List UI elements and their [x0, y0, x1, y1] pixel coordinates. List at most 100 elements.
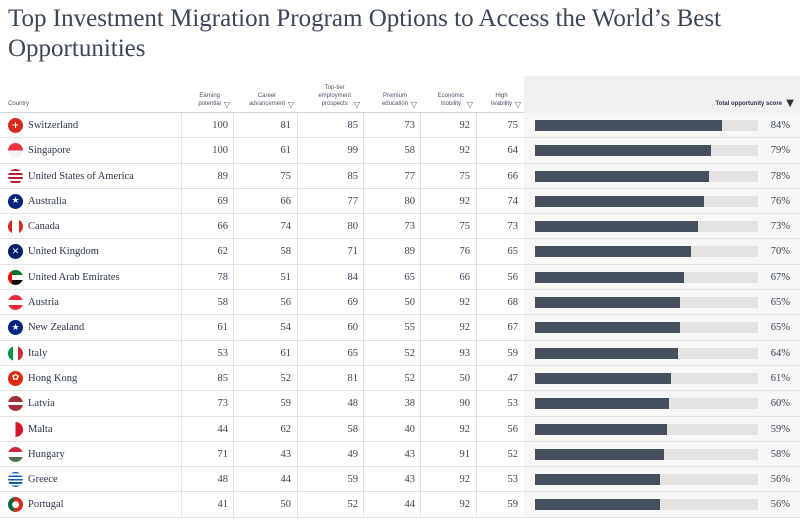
hungary-flag-icon — [8, 446, 23, 462]
sort-icon[interactable]: ▽ — [466, 100, 473, 109]
score-bar-fill — [535, 499, 660, 511]
sort-icon[interactable]: ▽ — [514, 100, 521, 109]
column-divider — [297, 391, 298, 416]
employment-value: 99 — [347, 145, 359, 157]
employment-value: 81 — [347, 372, 359, 384]
table-row[interactable]: Malta 44 62 58 40 92 56 59% — [0, 416, 800, 442]
header-economic-mobility[interactable]: Economic mobility ▽ — [437, 93, 473, 109]
header-high-livability[interactable]: High livability ▽ — [490, 93, 521, 109]
livability-value: 68 — [507, 297, 519, 309]
score-bar-track — [535, 474, 758, 486]
employment-value: 48 — [347, 398, 359, 410]
column-divider — [297, 239, 298, 264]
mobility-value: 50 — [459, 372, 471, 384]
sort-icon[interactable]: ▽ — [287, 100, 294, 109]
country-name: Latvia — [28, 398, 55, 410]
education-value: 50 — [404, 297, 416, 309]
table-row[interactable]: Greece 48 44 59 43 92 53 56% — [0, 467, 800, 493]
career-value: 44 — [280, 474, 292, 486]
column-divider — [297, 214, 298, 239]
education-value: 40 — [404, 423, 416, 435]
column-divider — [233, 188, 234, 214]
education-value: 77 — [404, 170, 416, 182]
table-row[interactable]: ● Portugal 41 50 52 44 92 59 56% — [0, 492, 800, 518]
livability-value: 56 — [507, 423, 519, 435]
header-total-score[interactable]: Total opportunity score — [715, 101, 782, 107]
earning-value: 89 — [217, 170, 229, 182]
column-divider — [181, 315, 182, 340]
header-earning-potential[interactable]: Earning potential ▽ — [198, 93, 230, 109]
table-row[interactable]: Latvia 73 59 48 38 90 53 60% — [0, 391, 800, 417]
mobility-value: 92 — [459, 297, 471, 309]
column-divider — [476, 113, 477, 138]
sort-icon[interactable]: ▽ — [410, 100, 417, 109]
australia-flag-icon: ★ — [8, 193, 23, 209]
header-premium-education[interactable]: Premium education ▽ — [381, 93, 417, 109]
table-row[interactable]: Austria 58 56 69 50 92 68 65% — [0, 290, 800, 316]
column-divider — [297, 188, 298, 214]
career-value: 61 — [280, 145, 292, 157]
column-divider — [233, 290, 234, 315]
table-row[interactable]: + Switzerland 100 81 85 73 92 75 84% — [0, 113, 800, 139]
score-bar-track — [535, 221, 758, 233]
education-value: 89 — [404, 246, 416, 258]
table-row[interactable]: Hungary 71 43 49 43 91 52 58% — [0, 441, 800, 468]
column-divider — [233, 340, 234, 365]
table-row[interactable]: Singapore 100 61 99 58 92 64 79% — [0, 138, 800, 164]
country-name: Hong Kong — [28, 372, 78, 384]
column-divider — [420, 290, 421, 315]
score-percent: 65% — [770, 297, 790, 309]
career-value: 59 — [280, 398, 292, 410]
country-name: Canada — [28, 221, 60, 233]
column-divider — [181, 416, 182, 441]
column-divider — [181, 441, 182, 467]
greece-flag-icon — [8, 472, 23, 488]
table-row[interactable]: ✕ United Kingdom 62 58 71 89 76 65 70% — [0, 239, 800, 265]
sort-active-icon[interactable]: ▼ — [786, 98, 794, 109]
table-row[interactable]: ✿ Hong Kong 85 52 81 52 50 47 61% — [0, 365, 800, 392]
column-divider — [233, 214, 234, 239]
table-row[interactable]: Canada 66 74 80 73 75 73 73% — [0, 214, 800, 240]
header-career-advancement[interactable]: Career advancement ▽ — [248, 93, 294, 109]
column-divider — [181, 340, 182, 365]
career-value: 52 — [280, 372, 292, 384]
column-divider — [476, 315, 477, 340]
score-bar-fill — [535, 195, 705, 207]
sort-icon[interactable]: ▽ — [353, 100, 360, 109]
score-bar-track — [535, 372, 758, 384]
column-divider — [297, 290, 298, 315]
score-percent: 79% — [770, 145, 790, 157]
header-employment-prospects[interactable]: Top-tier employment prospects ▽ — [318, 85, 360, 109]
column-divider — [420, 492, 421, 517]
employment-value: 77 — [347, 195, 359, 207]
opportunity-table: Country Earning potential ▽ Career advan… — [0, 76, 800, 518]
score-percent: 84% — [770, 120, 790, 131]
table-row[interactable]: ★ New Zealand 61 54 60 55 92 67 65% — [0, 315, 800, 341]
earning-value: 41 — [217, 499, 229, 511]
column-divider — [363, 138, 364, 163]
column-divider — [363, 290, 364, 315]
employment-value: 80 — [347, 221, 359, 233]
sort-icon[interactable]: ▽ — [223, 100, 230, 109]
education-value: 73 — [404, 221, 416, 233]
table-row[interactable]: Italy 53 61 65 52 93 59 64% — [0, 340, 800, 366]
column-divider — [476, 441, 477, 467]
livability-value: 52 — [507, 448, 519, 460]
canada-flag-icon — [8, 219, 23, 235]
earning-value: 100 — [212, 145, 228, 157]
country-name: Australia — [28, 195, 67, 207]
employment-value: 85 — [347, 120, 359, 131]
career-value: 58 — [280, 246, 292, 258]
column-divider — [181, 290, 182, 315]
table-row[interactable]: United Arab Emirates 78 51 84 65 66 56 67% — [0, 264, 800, 291]
table-row[interactable]: United States of America 89 75 85 77 75 66 78% — [0, 163, 800, 189]
column-divider — [420, 239, 421, 264]
mobility-value: 93 — [459, 347, 471, 359]
column-divider — [420, 138, 421, 163]
column-divider — [297, 163, 298, 188]
mobility-value: 76 — [459, 246, 471, 258]
table-row[interactable]: ★ Australia 69 66 77 80 92 74 76% — [0, 188, 800, 215]
hong-kong-flag-icon: ✿ — [8, 370, 23, 386]
column-divider — [181, 239, 182, 264]
column-divider — [420, 416, 421, 441]
